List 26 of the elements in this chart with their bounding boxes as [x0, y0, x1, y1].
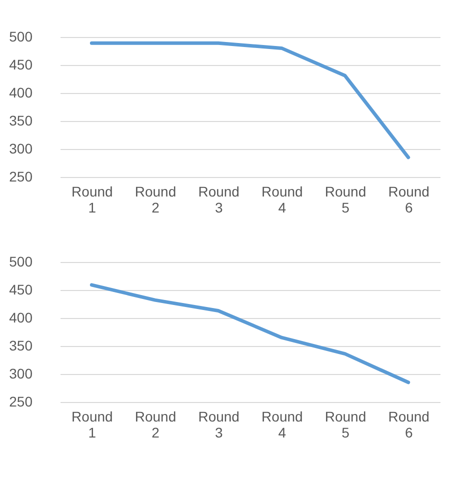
x-tick-label: Round 1: [72, 408, 113, 440]
line-series: [90, 283, 410, 384]
x-tick-label: Round 4: [262, 408, 303, 440]
x-tick-label: Round 4: [262, 184, 303, 216]
y-tick-label: 350: [9, 338, 33, 354]
x-tick-label: Round 6: [388, 184, 430, 216]
y-tick-label: 400: [9, 84, 33, 100]
y-tick-label: 500: [9, 28, 33, 44]
line-series: [90, 41, 410, 160]
x-tick-label: Round 5: [324, 408, 366, 440]
y-tick-label: 250: [9, 168, 33, 184]
y-tick-label: 450: [9, 282, 33, 298]
y-tick-label: 350: [9, 112, 33, 128]
x-tick-label: Round 3: [198, 184, 240, 216]
x-tick-label: Round 5: [324, 184, 366, 216]
x-tick-label: Round 2: [134, 184, 176, 216]
y-tick-label: 450: [9, 56, 33, 72]
x-tick-label: Round 6: [388, 408, 430, 440]
x-tick-label: Round 1: [72, 184, 113, 216]
y-tick-label: 250: [9, 394, 33, 410]
x-tick-label: Round 3: [198, 408, 240, 440]
x-tick-label: Round 2: [134, 408, 176, 440]
y-tick-label: 300: [9, 366, 33, 382]
y-tick-label: 500: [9, 254, 33, 270]
y-tick-label: 300: [9, 140, 33, 156]
y-tick-label: 400: [9, 310, 33, 326]
